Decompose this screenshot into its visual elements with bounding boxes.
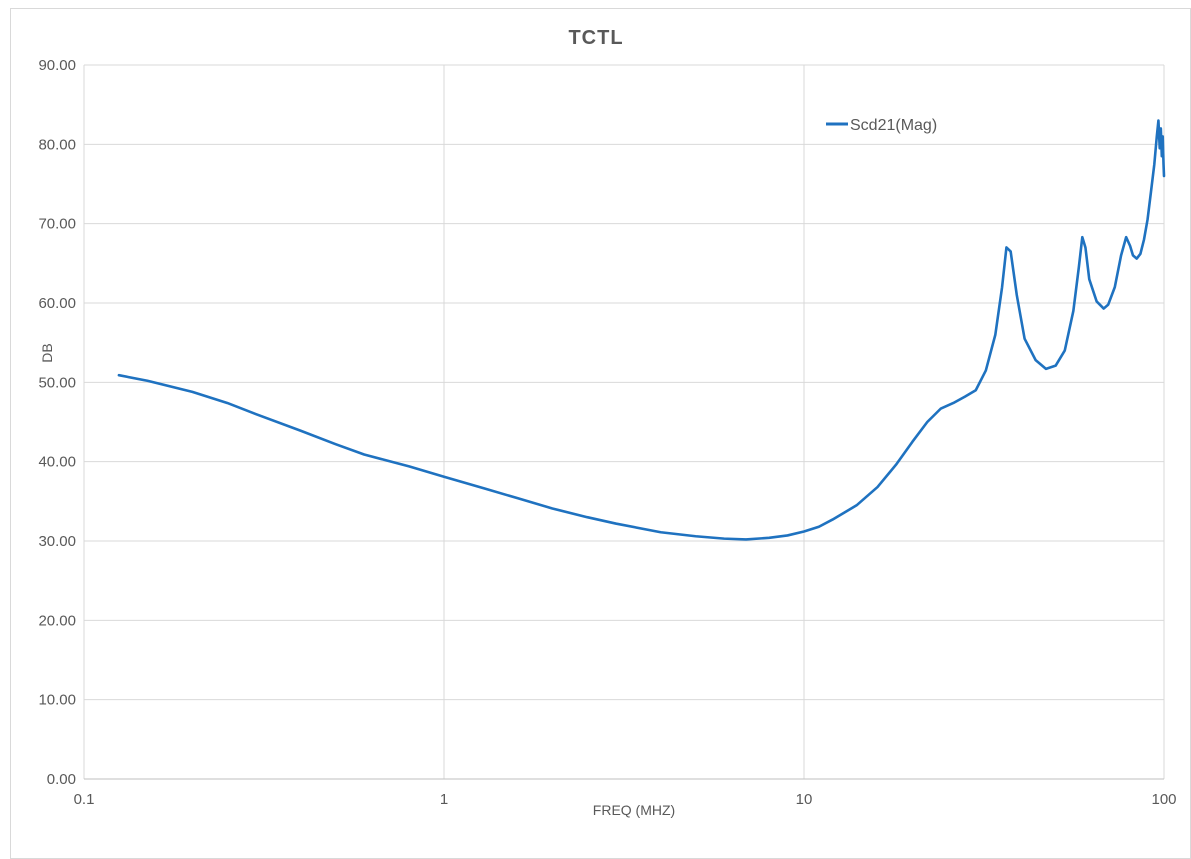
y-tick-label: 50.00	[38, 374, 76, 391]
y-tick-label: 10.00	[38, 692, 76, 709]
gridlines	[83, 64, 1165, 780]
x-tick-label: 100	[1151, 791, 1176, 808]
y-tick-label: 40.00	[38, 454, 76, 471]
chart-border	[10, 8, 1191, 859]
y-tick-label: 80.00	[38, 136, 76, 153]
chart-title: TCTL	[568, 27, 623, 49]
x-tick-label: 10	[796, 791, 813, 808]
y-tick-label: 60.00	[38, 295, 76, 312]
y-tick-label: 70.00	[38, 216, 76, 233]
y-tick-label: 30.00	[38, 533, 76, 550]
x-axis-label: FREQ (MHZ)	[593, 802, 675, 818]
y-tick-label: 0.00	[47, 771, 76, 788]
x-tick-label: 1	[440, 791, 448, 808]
y-tick-label: 90.00	[38, 57, 76, 74]
tick-labels: 0.00 10.00 20.00 30.00 40.00 50.00 60.00 70.00 8…	[38, 57, 1176, 808]
series-line-0	[117, 119, 1166, 541]
legend: Scd21(Mag)	[826, 117, 937, 134]
y-tick-label: 20.00	[38, 612, 76, 629]
plot-area	[117, 119, 1166, 541]
y-axis-label: DB	[39, 343, 55, 362]
legend-label: Scd21(Mag)	[850, 117, 937, 134]
x-tick-label: 0.1	[74, 791, 95, 808]
